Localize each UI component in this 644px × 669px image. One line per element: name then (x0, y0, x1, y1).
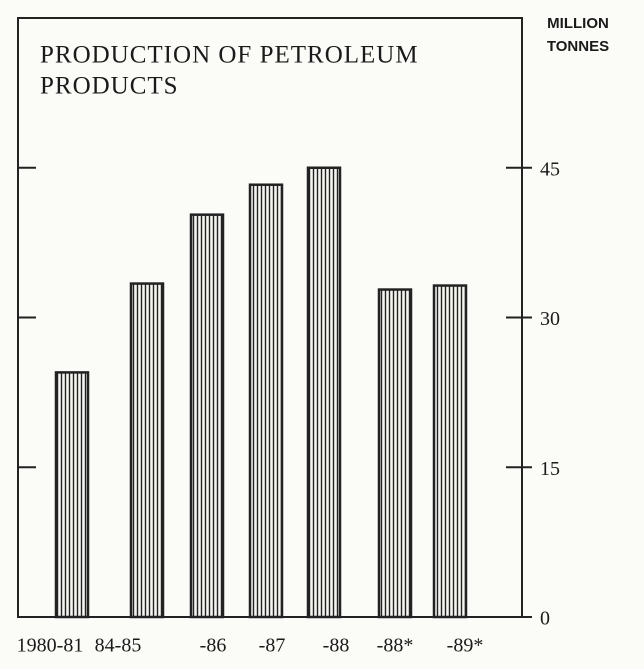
bar (129, 282, 165, 619)
x-tick-label: 1980-81 (17, 635, 84, 657)
x-tick-label: -88 (323, 635, 350, 657)
x-tick-label: -88* (377, 635, 414, 657)
x-tick-label: 84-85 (95, 635, 142, 657)
x-tick-label: -87 (259, 635, 286, 657)
bar (432, 284, 468, 619)
bar (248, 183, 284, 619)
bar (306, 166, 342, 619)
y-tick-label: 30 (540, 308, 560, 330)
chart-title: PRODUCTS (40, 73, 179, 100)
y-tick-label: 15 (540, 458, 560, 480)
x-tick-label: -86 (200, 635, 227, 657)
y-tick-label: 45 (540, 158, 560, 180)
bar (377, 288, 413, 619)
x-tick-label: -89* (447, 635, 484, 657)
chart-title: PRODUCTION OF PETROLEUM (40, 42, 419, 69)
y-tick-label: 0 (540, 608, 550, 630)
bar (54, 371, 90, 619)
bar (189, 213, 225, 619)
y-axis-label: TONNES (547, 38, 609, 55)
y-axis-label: MILLION (547, 15, 609, 32)
